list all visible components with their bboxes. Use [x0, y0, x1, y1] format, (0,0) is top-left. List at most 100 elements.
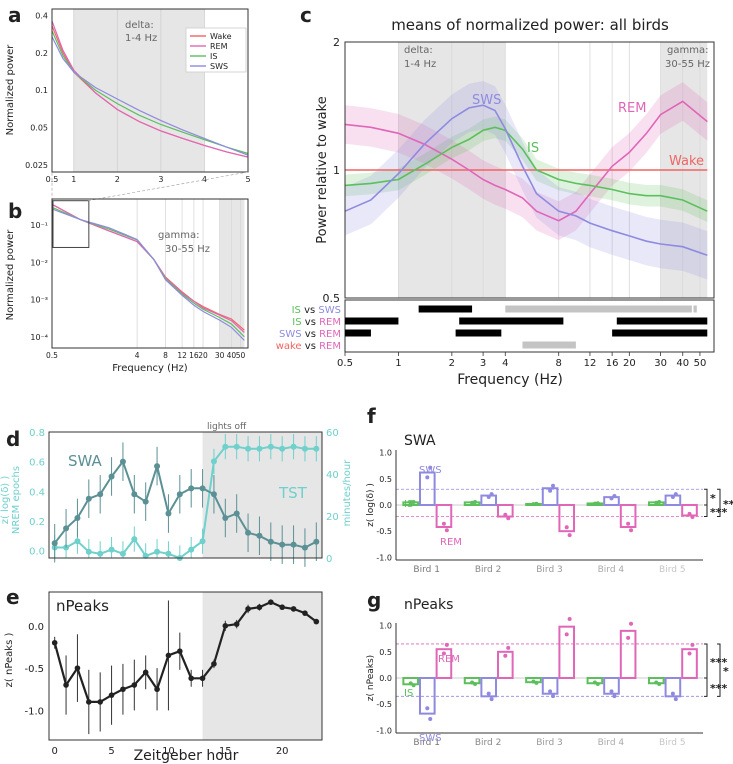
- significance-bracket: [704, 504, 708, 518]
- x-tick-label: 4: [202, 175, 207, 184]
- data-point-is: [595, 501, 600, 506]
- x-tick-label: 2: [115, 175, 120, 184]
- band-label-gamma-range: 30-55 Hz: [165, 244, 210, 255]
- data-point-rem: [503, 653, 508, 658]
- axes-frame: [48, 431, 323, 559]
- x-tick-label: 15: [219, 746, 232, 757]
- x-tick-label: 12: [177, 351, 187, 360]
- y-tick-label: 1.0: [379, 449, 392, 458]
- x-tick-label: 0.5: [337, 358, 353, 369]
- ci-band-is: [345, 116, 708, 222]
- y-tick-label: -1.0: [376, 726, 392, 735]
- y-tick-label: 0.0: [28, 622, 44, 633]
- data-point-swa: [108, 473, 115, 480]
- data-point-npeaks: [211, 661, 217, 667]
- data-point-npeaks: [165, 652, 172, 659]
- significant-segment: [459, 317, 564, 325]
- data-point-tst: [233, 443, 240, 450]
- y-tick-label: 0.5: [379, 475, 392, 484]
- data-point-sws: [673, 492, 678, 497]
- x-axis-label: Zeitgeber hour: [134, 748, 239, 764]
- y-tick-label: -0.5: [376, 527, 392, 536]
- data-point-rem: [629, 621, 634, 626]
- x-tick-label: 30: [654, 358, 667, 369]
- band-label-gamma-range: 30-55 Hz: [665, 59, 710, 70]
- y-tick-label: 0.5: [323, 292, 341, 305]
- bar-sws: [664, 677, 682, 698]
- x-tick-label: 16: [606, 358, 619, 369]
- data-point-tst: [256, 445, 263, 452]
- data-point-npeaks: [154, 686, 160, 693]
- panel-label-c: c: [300, 3, 312, 27]
- comparison-label-b: REM: [319, 317, 341, 328]
- data-point-npeaks: [131, 682, 138, 688]
- y-tick-label-left: 0.8: [29, 428, 45, 439]
- series-label-sws: SWS: [419, 465, 442, 476]
- band-label-gamma: gamma:: [158, 230, 199, 241]
- data-point-tst: [210, 458, 217, 465]
- data-point-tst: [154, 548, 161, 555]
- non-significant-segment: [505, 305, 692, 313]
- data-point-npeaks: [233, 621, 240, 627]
- band-label-delta-range: 1-4 Hz: [404, 59, 436, 70]
- data-point-swa: [290, 541, 297, 548]
- data-point-swa: [85, 495, 92, 502]
- data-point-tst: [97, 550, 104, 557]
- y-tick-label-right: 60: [326, 428, 339, 439]
- chart-title: means of normalized power: all birds: [391, 16, 669, 34]
- y-tick-label: 0.2: [35, 49, 48, 58]
- data-point-swa: [313, 538, 320, 545]
- data-point-rem: [444, 528, 449, 533]
- data-point-npeaks: [302, 610, 308, 616]
- data-point-rem: [503, 512, 508, 517]
- series-line-sws: [344, 104, 708, 257]
- significance-marker: ***: [710, 682, 728, 695]
- x-tick-label: 20: [198, 351, 208, 360]
- data-point-swa: [279, 541, 286, 548]
- y-tick-label: 0.0: [379, 674, 392, 683]
- y-tick-label: -1.0: [24, 706, 44, 717]
- data-point-tst: [301, 445, 308, 452]
- data-point-is: [654, 680, 659, 685]
- comparison-label: IS vs SWS: [292, 305, 341, 316]
- series-label-wake: Wake: [669, 154, 704, 169]
- data-point-rem: [629, 528, 634, 533]
- data-point-is: [411, 683, 416, 688]
- bird-label: Bird 4: [598, 565, 625, 575]
- panel-label-a: a: [8, 3, 22, 27]
- band-label-delta: delta:: [125, 20, 154, 31]
- series-line-rem: [344, 100, 708, 222]
- y-tick-label: 0.0: [379, 501, 392, 510]
- data-point-rem: [567, 533, 572, 538]
- data-point-sws: [425, 475, 430, 480]
- bird-label: Bird 2: [475, 738, 502, 748]
- data-point-is: [473, 499, 478, 504]
- data-point-npeaks: [97, 699, 103, 705]
- y-axis-label: z( log(δ) ): [366, 483, 376, 527]
- y-axis-label-left: z( log(δ) ): [0, 476, 11, 525]
- data-point-swa: [131, 491, 138, 498]
- data-point-tst: [108, 546, 115, 553]
- bar-rem: [435, 648, 453, 680]
- bar-rem: [497, 650, 514, 679]
- x-tick-label: 4: [135, 351, 140, 360]
- data-point-tst: [131, 536, 138, 543]
- data-point-swa: [245, 529, 252, 536]
- panel-label-b: b: [8, 199, 22, 223]
- series-label-rem: REM: [618, 101, 646, 116]
- x-tick-label: 1: [71, 175, 76, 184]
- y-tick-label-right: 40: [326, 470, 339, 481]
- data-point-sws: [609, 689, 614, 694]
- bird-label: Bird 2: [475, 565, 502, 575]
- data-point-swa: [165, 510, 172, 517]
- x-tick-label: 4: [502, 358, 508, 369]
- bar-sws: [541, 677, 559, 695]
- significance-bracket: [704, 488, 708, 506]
- y-tick-label: 2: [333, 36, 340, 49]
- data-point-npeaks: [108, 692, 115, 698]
- bird-label: Bird 5: [659, 565, 686, 575]
- data-point-swa: [154, 463, 161, 470]
- data-point-sws: [428, 465, 433, 470]
- data-point-tst: [119, 550, 126, 557]
- data-point-rem: [506, 516, 511, 521]
